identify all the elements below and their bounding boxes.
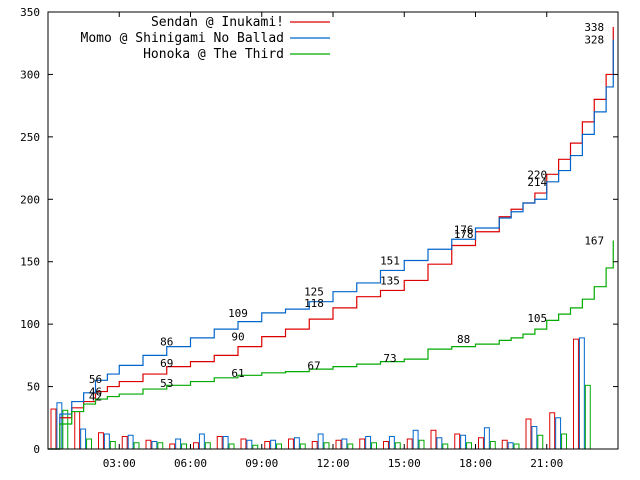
y-tick-label: 50 — [27, 381, 40, 394]
data-label: 118 — [304, 297, 324, 310]
series-line — [48, 39, 614, 450]
data-label: 67 — [307, 359, 320, 372]
x-tick-label: 15:00 — [388, 457, 421, 470]
data-label: 90 — [231, 331, 244, 344]
y-tick-label: 100 — [20, 318, 40, 331]
data-label: 42 — [89, 391, 102, 404]
data-label: 109 — [228, 307, 248, 320]
x-tick-label: 03:00 — [103, 457, 136, 470]
y-tick-label: 150 — [20, 256, 40, 269]
y-tick-label: 0 — [33, 443, 40, 456]
legend: Sendan @ Inukami!Momo @ Shinigami No Bal… — [81, 15, 330, 62]
data-label: 178 — [454, 228, 474, 241]
series-line — [48, 26, 614, 450]
data-label: 88 — [457, 333, 470, 346]
data-label: 135 — [380, 274, 400, 287]
data-label: 338 — [584, 21, 604, 34]
data-label: 176 — [454, 223, 474, 236]
y-tick-label: 350 — [20, 6, 40, 19]
x-tick-label: 12:00 — [316, 457, 349, 470]
y-tick-label: 200 — [20, 193, 40, 206]
legend-label: Momo @ Shinigami No Ballad — [81, 31, 285, 46]
data-label: 214 — [527, 176, 547, 189]
data-label: 53 — [160, 377, 173, 390]
data-label: 220 — [527, 168, 547, 181]
x-axis: 03:00 06:00 09:00 12:00 15:00 18:00 21:00 — [103, 12, 563, 470]
data-label: 86 — [160, 336, 173, 349]
data-label: 151 — [380, 254, 400, 267]
legend-label: Honoka @ The Third — [143, 47, 284, 62]
data-label: 46 — [89, 386, 102, 399]
legend-label: Sendan @ Inukami! — [151, 15, 284, 30]
data-label: 167 — [584, 234, 604, 247]
data-label: 105 — [527, 312, 547, 325]
data-label: 56 — [89, 373, 102, 386]
x-tick-label: 21:00 — [530, 457, 563, 470]
y-axis: 0 50 100 150 200 250 300 350 — [20, 6, 618, 456]
x-tick-label: 06:00 — [174, 457, 207, 470]
x-tick-label: 09:00 — [245, 457, 278, 470]
x-tick-label: 18:00 — [459, 457, 492, 470]
data-label: 125 — [304, 286, 324, 299]
data-label: 69 — [160, 357, 173, 370]
data-label: 73 — [383, 352, 396, 365]
data-label: 328 — [584, 33, 604, 46]
series-lines — [48, 26, 614, 450]
series-line — [48, 240, 614, 450]
y-tick-label: 300 — [20, 68, 40, 81]
data-label: 61 — [231, 367, 244, 380]
y-tick-label: 250 — [20, 131, 40, 144]
